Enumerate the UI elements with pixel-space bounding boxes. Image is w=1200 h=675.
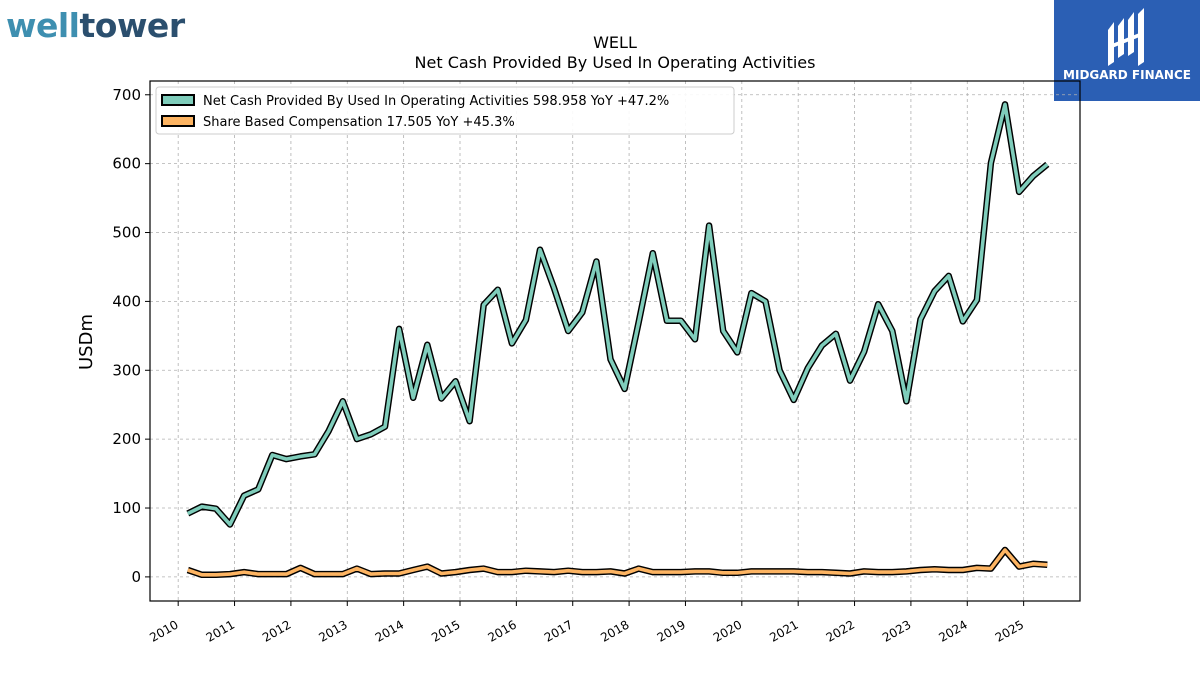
chart-subtitle: Net Cash Provided By Used In Operating A… <box>415 53 816 72</box>
legend-label-0: Net Cash Provided By Used In Operating A… <box>203 94 669 109</box>
x-tick-label: 2010 <box>147 617 180 644</box>
x-tick-label: 2023 <box>880 617 913 644</box>
legend: Net Cash Provided By Used In Operating A… <box>155 86 735 135</box>
x-tick-label: 2017 <box>542 617 575 644</box>
series-1 <box>186 546 1048 579</box>
x-tick-label: 2012 <box>260 617 293 644</box>
x-tick-label: 2011 <box>204 617 237 644</box>
legend-swatch-1 <box>161 115 195 127</box>
x-tick-label: 2025 <box>993 617 1026 644</box>
logo-text-tower: tower <box>79 6 186 45</box>
y-tick-label: 300 <box>112 361 141 379</box>
x-tick-label: 2013 <box>316 617 349 644</box>
midgard-finance-logo: MIDGARD FINANCE <box>1054 0 1200 101</box>
y-axis-label: USDm <box>76 314 97 370</box>
legend-swatch-0 <box>161 94 195 106</box>
welltower-logo: welltower <box>6 6 185 45</box>
chart-title: WELL <box>593 33 637 52</box>
y-tick-label: 700 <box>112 86 141 104</box>
x-tick-label: 2019 <box>655 617 688 644</box>
y-tick-label: 200 <box>112 430 141 448</box>
grid-lines <box>150 81 1080 601</box>
x-tick-label: 2016 <box>485 617 518 644</box>
y-tick-label: 100 <box>112 499 141 517</box>
series-1-line <box>187 548 1048 577</box>
axes: 0 100 200 300 400 500 600 700 2010 2011 2012 2013 20… <box>112 86 1026 645</box>
series-0 <box>186 101 1050 528</box>
series-0-outline <box>186 101 1050 528</box>
x-tick-label: 2021 <box>767 617 800 644</box>
plot-frame <box>149 80 1081 602</box>
series-layer <box>186 101 1050 579</box>
y-tick-label: 600 <box>112 155 141 173</box>
series-0-line <box>187 102 1049 527</box>
y-tick-label: 0 <box>131 568 141 586</box>
x-tick-label: 2020 <box>711 617 744 644</box>
x-tick-label: 2018 <box>598 617 631 644</box>
legend-box <box>155 86 735 135</box>
y-tick-label: 500 <box>112 224 141 242</box>
midgard-emblem-icon <box>1108 8 1144 66</box>
y-tick-label: 400 <box>112 292 141 310</box>
logo-text-well: well <box>6 6 80 45</box>
x-tick-label: 2024 <box>936 617 969 644</box>
x-tick-label: 2022 <box>824 617 857 644</box>
x-tick-label: 2015 <box>429 617 462 644</box>
x-tick-label: 2014 <box>373 617 406 644</box>
brand-name: MIDGARD FINANCE <box>1063 68 1191 82</box>
legend-label-1: Share Based Compensation 17.505 YoY +45.… <box>203 115 515 130</box>
